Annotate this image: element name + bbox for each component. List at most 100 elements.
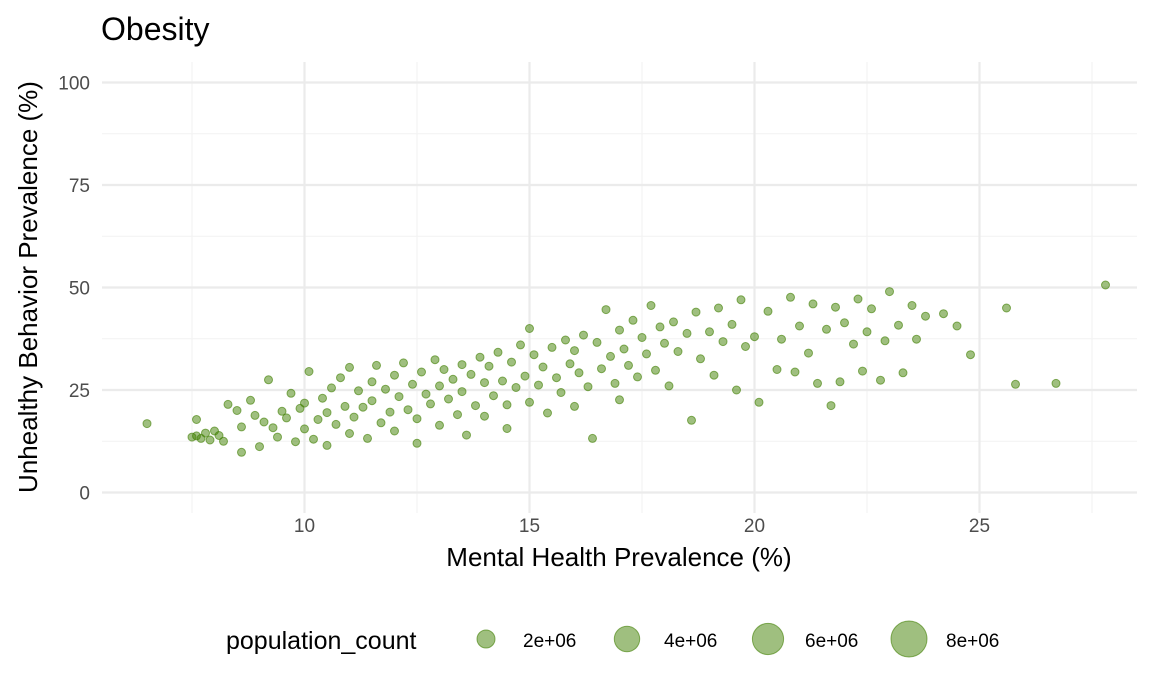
data-point: [502, 400, 512, 410]
data-point: [417, 367, 426, 377]
data-point: [412, 438, 422, 448]
data-point: [637, 333, 647, 342]
data-point: [489, 391, 498, 401]
data-point: [867, 304, 876, 314]
data-point: [462, 430, 471, 440]
data-point: [286, 388, 296, 398]
data-point: [709, 370, 719, 380]
data-point: [223, 399, 233, 409]
data-point: [493, 347, 503, 357]
data-point: [309, 434, 318, 444]
data-point: [381, 384, 390, 394]
data-point: [705, 327, 714, 337]
data-point: [610, 378, 620, 388]
data-point: [772, 365, 782, 374]
data-point: [453, 410, 462, 420]
data-point: [633, 372, 642, 382]
data-point: [232, 406, 242, 415]
data-point: [601, 305, 611, 315]
data-point: [511, 383, 521, 392]
legend-label: 4e+06: [664, 631, 717, 652]
x-tick-label: 15: [519, 516, 540, 537]
data-point: [660, 338, 669, 348]
data-point: [399, 358, 408, 368]
data-point: [439, 365, 449, 374]
data-point: [588, 433, 597, 443]
data-point: [255, 442, 264, 452]
data-point: [484, 361, 494, 371]
legend-title: population_count: [226, 627, 416, 655]
data-point: [313, 415, 323, 424]
data-point: [804, 348, 813, 358]
grid-lines: [102, 62, 1137, 513]
data-point: [412, 414, 422, 424]
y-tick-label: 100: [58, 74, 90, 95]
data-point: [813, 378, 822, 388]
data-point: [826, 401, 836, 411]
data-point: [570, 346, 579, 356]
data-point: [322, 408, 332, 418]
data-point: [435, 381, 444, 391]
data-point: [840, 318, 849, 328]
legend-key: [751, 622, 785, 656]
data-point: [367, 396, 377, 406]
data-point: [264, 375, 273, 385]
data-point: [538, 362, 548, 372]
data-point: [300, 398, 309, 408]
data-point: [268, 423, 278, 433]
data-point: [736, 295, 746, 305]
data-point: [277, 406, 287, 416]
data-point: [619, 344, 629, 354]
data-point: [808, 299, 818, 309]
data-point: [340, 401, 350, 411]
data-point: [498, 376, 507, 386]
data-point: [592, 337, 602, 347]
data-point: [480, 411, 489, 421]
data-point: [385, 407, 395, 417]
data-point: [966, 350, 975, 360]
data-point: [790, 367, 800, 377]
data-point: [1002, 303, 1011, 313]
data-point: [579, 330, 588, 340]
data-point: [466, 369, 476, 379]
data-point: [714, 303, 723, 313]
data-point: [921, 311, 930, 321]
data-point: [880, 336, 890, 346]
data-point: [192, 415, 201, 424]
data-point: [1101, 280, 1110, 290]
data-point: [516, 340, 525, 350]
legend-key: [476, 629, 496, 649]
data-point: [534, 380, 543, 390]
data-point: [205, 435, 215, 445]
data-point: [421, 389, 431, 399]
data-point: [543, 408, 552, 418]
data-point: [651, 365, 660, 375]
legend-label: 8e+06: [946, 631, 999, 652]
data-point: [358, 402, 368, 412]
x-tick-label: 10: [294, 516, 315, 537]
data-point: [331, 419, 341, 429]
data-point: [687, 415, 696, 425]
data-point: [214, 431, 224, 440]
data-point: [502, 424, 512, 433]
data-point: [718, 337, 728, 347]
data-point: [475, 352, 485, 362]
data-point: [682, 328, 692, 338]
data-point: [448, 374, 458, 384]
data-point: [480, 378, 489, 388]
data-point: [444, 394, 453, 404]
y-tick-label: 25: [69, 381, 90, 402]
data-point: [898, 368, 908, 378]
data-point: [831, 302, 840, 312]
data-point: [1011, 379, 1020, 389]
data-point: [606, 351, 615, 361]
legend-label: 6e+06: [805, 631, 858, 652]
data-point: [583, 382, 593, 392]
data-point: [345, 362, 354, 372]
data-point: [664, 381, 674, 391]
data-point: [673, 347, 683, 356]
data-point: [394, 392, 404, 402]
data-point: [750, 332, 759, 342]
data-point: [939, 309, 948, 319]
data-point: [885, 287, 894, 297]
